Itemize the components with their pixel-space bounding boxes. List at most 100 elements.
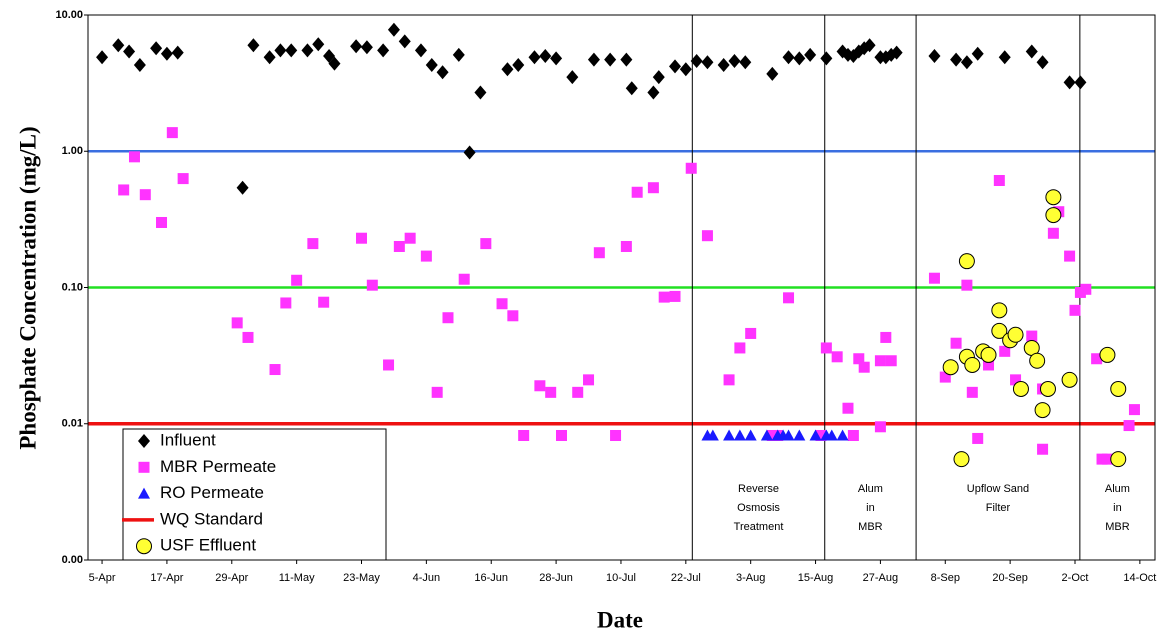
data-point [760, 429, 773, 441]
data-point [625, 81, 638, 96]
data-point [1101, 453, 1113, 465]
data-point [160, 46, 173, 61]
data-point [425, 57, 438, 72]
phase-label: in [866, 502, 875, 514]
legend-box [122, 428, 387, 561]
data-point [231, 317, 243, 329]
data-point [501, 62, 514, 77]
data-point [139, 189, 151, 201]
data-point [971, 46, 984, 61]
data-point [701, 230, 713, 242]
x-tick-label: 16-Jun [474, 572, 508, 584]
data-point [583, 374, 595, 386]
data-point [1110, 451, 1127, 468]
data-point [620, 240, 632, 252]
data-point [874, 421, 886, 433]
data-point [991, 302, 1008, 319]
data-point [1064, 250, 1076, 262]
phase-label: Alum [1105, 483, 1130, 495]
data-point [171, 45, 184, 60]
data-point [983, 359, 995, 371]
data-point [398, 34, 411, 49]
phase-label: Osmosis [737, 502, 780, 514]
data-point [831, 351, 843, 363]
data-point [1063, 75, 1076, 90]
data-point [518, 429, 530, 441]
data-point [853, 353, 865, 365]
data-point [950, 337, 962, 349]
data-point [404, 232, 416, 244]
data-point [360, 40, 373, 55]
data-point [999, 345, 1011, 357]
x-tick-label: 20-Sep [992, 572, 1027, 584]
legend-marker [138, 487, 150, 499]
data-point [998, 50, 1011, 65]
data-point [1123, 420, 1135, 432]
data-point [658, 291, 670, 303]
data-point [177, 173, 189, 185]
data-point [1010, 374, 1022, 386]
data-point [820, 342, 832, 354]
data-point [118, 184, 130, 196]
data-point [993, 174, 1005, 186]
x-tick-label: 15-Aug [798, 572, 833, 584]
phase-label: Alum [858, 483, 883, 495]
legend-marker [136, 538, 152, 555]
data-point [377, 43, 390, 58]
x-tick-label: 17-Apr [150, 572, 183, 584]
data-point [928, 49, 941, 64]
data-point [966, 386, 978, 398]
y-axis-title: Phosphate Concentration (mg/L) [15, 126, 40, 449]
data-point [242, 331, 254, 343]
data-point [1045, 207, 1062, 224]
data-point [96, 50, 109, 65]
data-point [885, 355, 897, 367]
legend-label: WQ Standard [160, 509, 263, 528]
data-point [723, 429, 736, 441]
data-point [825, 429, 838, 441]
data-point [366, 279, 378, 291]
data-point [442, 312, 454, 324]
data-point [980, 346, 997, 363]
data-point [863, 38, 876, 53]
data-point [685, 162, 697, 174]
data-point [393, 240, 405, 252]
x-tick-label: 11-May [279, 572, 315, 584]
data-point [1012, 380, 1029, 397]
data-point [236, 180, 249, 195]
phase-label: MBR [858, 521, 883, 533]
data-point [809, 429, 822, 441]
data-point [782, 50, 795, 65]
data-point [112, 38, 125, 53]
x-tick-label: 4-Jun [413, 572, 441, 584]
x-tick-label: 5-Apr [89, 572, 116, 584]
data-point [793, 429, 806, 441]
legend-label: Influent [160, 430, 216, 449]
data-point [545, 386, 557, 398]
data-point [669, 59, 682, 74]
data-point [280, 297, 292, 309]
legend-marker [138, 434, 150, 448]
x-tick-label: 22-Jul [671, 572, 701, 584]
data-point [815, 429, 827, 441]
data-point [723, 374, 735, 386]
data-point [847, 429, 859, 441]
x-tick-label: 27-Aug [863, 572, 898, 584]
data-point [350, 39, 363, 54]
phase-label: Upflow Sand [967, 483, 1029, 495]
data-point [550, 51, 563, 66]
data-point [734, 342, 746, 354]
data-point [285, 43, 298, 58]
data-point [496, 298, 508, 310]
data-point [166, 127, 178, 139]
data-point [890, 45, 903, 60]
data-point [414, 43, 427, 58]
data-point [766, 66, 779, 81]
data-point [744, 429, 757, 441]
data-point [1039, 380, 1056, 397]
data-point [534, 380, 546, 392]
data-point [1029, 352, 1046, 369]
data-point [1007, 326, 1024, 343]
data-point [150, 41, 163, 56]
